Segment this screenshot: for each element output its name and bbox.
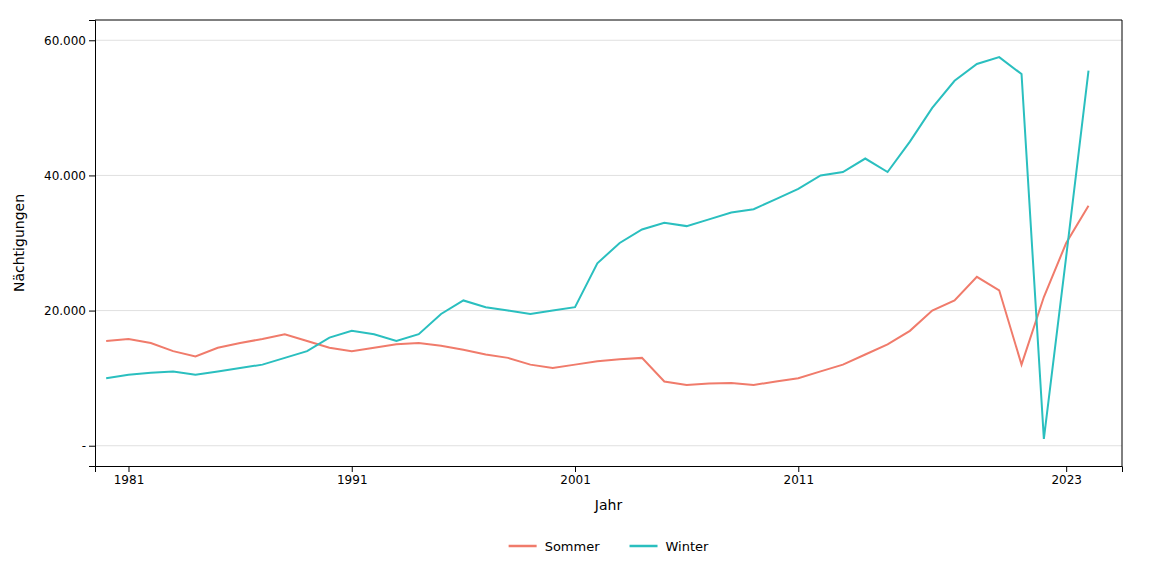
tick: 60.000 xyxy=(44,34,95,48)
plot-frame xyxy=(95,20,1122,466)
tick-mark xyxy=(575,466,576,472)
plot: 1981 1991 2001 2011 2023 - 20.000 40.000 60.000 xyxy=(44,20,1123,487)
tick-label: 1991 xyxy=(337,473,368,487)
tick: 2023 xyxy=(1051,466,1082,487)
tick-mark xyxy=(128,466,129,472)
y-axis: - 20.000 40.000 60.000 xyxy=(44,21,96,467)
tick-mark xyxy=(89,446,95,447)
legend-label: Sommer xyxy=(545,539,601,554)
tick-label: 60.000 xyxy=(44,34,86,48)
grid-line xyxy=(95,40,1122,41)
chart: 1981 1991 2001 2011 2023 - 20.000 40.000 60.000 J… xyxy=(0,0,1152,576)
tick-mark xyxy=(798,466,799,472)
tick-mark xyxy=(352,466,353,472)
grid-line xyxy=(95,445,1122,446)
frame-top xyxy=(95,20,1122,21)
series-line xyxy=(106,57,1088,439)
tick-label: 2001 xyxy=(560,473,591,487)
tick-label: - xyxy=(82,439,86,453)
tick: 1981 xyxy=(114,466,145,487)
legend-item: Winter xyxy=(630,539,710,554)
tick-label: 1981 xyxy=(114,473,145,487)
grid-line xyxy=(95,175,1122,176)
tick: 40.000 xyxy=(44,169,95,183)
tick: 2011 xyxy=(783,466,814,487)
tick-label: 40.000 xyxy=(44,169,86,183)
y-axis-title: Nächtigungen xyxy=(11,194,27,292)
axis-line xyxy=(96,467,1123,473)
legend-label: Winter xyxy=(666,539,710,554)
grid xyxy=(95,40,1122,445)
x-axis: 1981 1991 2001 2011 2023 xyxy=(96,466,1123,487)
tick-label: 2023 xyxy=(1051,473,1082,487)
legend: Sommer Winter xyxy=(509,539,709,554)
legend-swatch xyxy=(509,545,537,548)
tick-label: 20.000 xyxy=(44,304,86,318)
tick: 1991 xyxy=(337,466,368,487)
legend-swatch xyxy=(630,545,658,548)
x-axis-title: Jahr xyxy=(594,497,623,513)
lines xyxy=(106,57,1088,439)
tick-mark xyxy=(89,311,95,312)
tick-mark xyxy=(89,40,95,41)
series-line xyxy=(106,206,1088,385)
tick-mark xyxy=(1066,466,1067,472)
axis-line xyxy=(89,21,96,467)
tick-label: 2011 xyxy=(783,473,814,487)
tick: 20.000 xyxy=(44,304,95,318)
frame-right xyxy=(1122,20,1123,466)
tick: - xyxy=(82,439,95,453)
tick: 2001 xyxy=(560,466,591,487)
tick-mark xyxy=(89,175,95,176)
grid-line xyxy=(95,310,1122,311)
legend-item: Sommer xyxy=(509,539,601,554)
